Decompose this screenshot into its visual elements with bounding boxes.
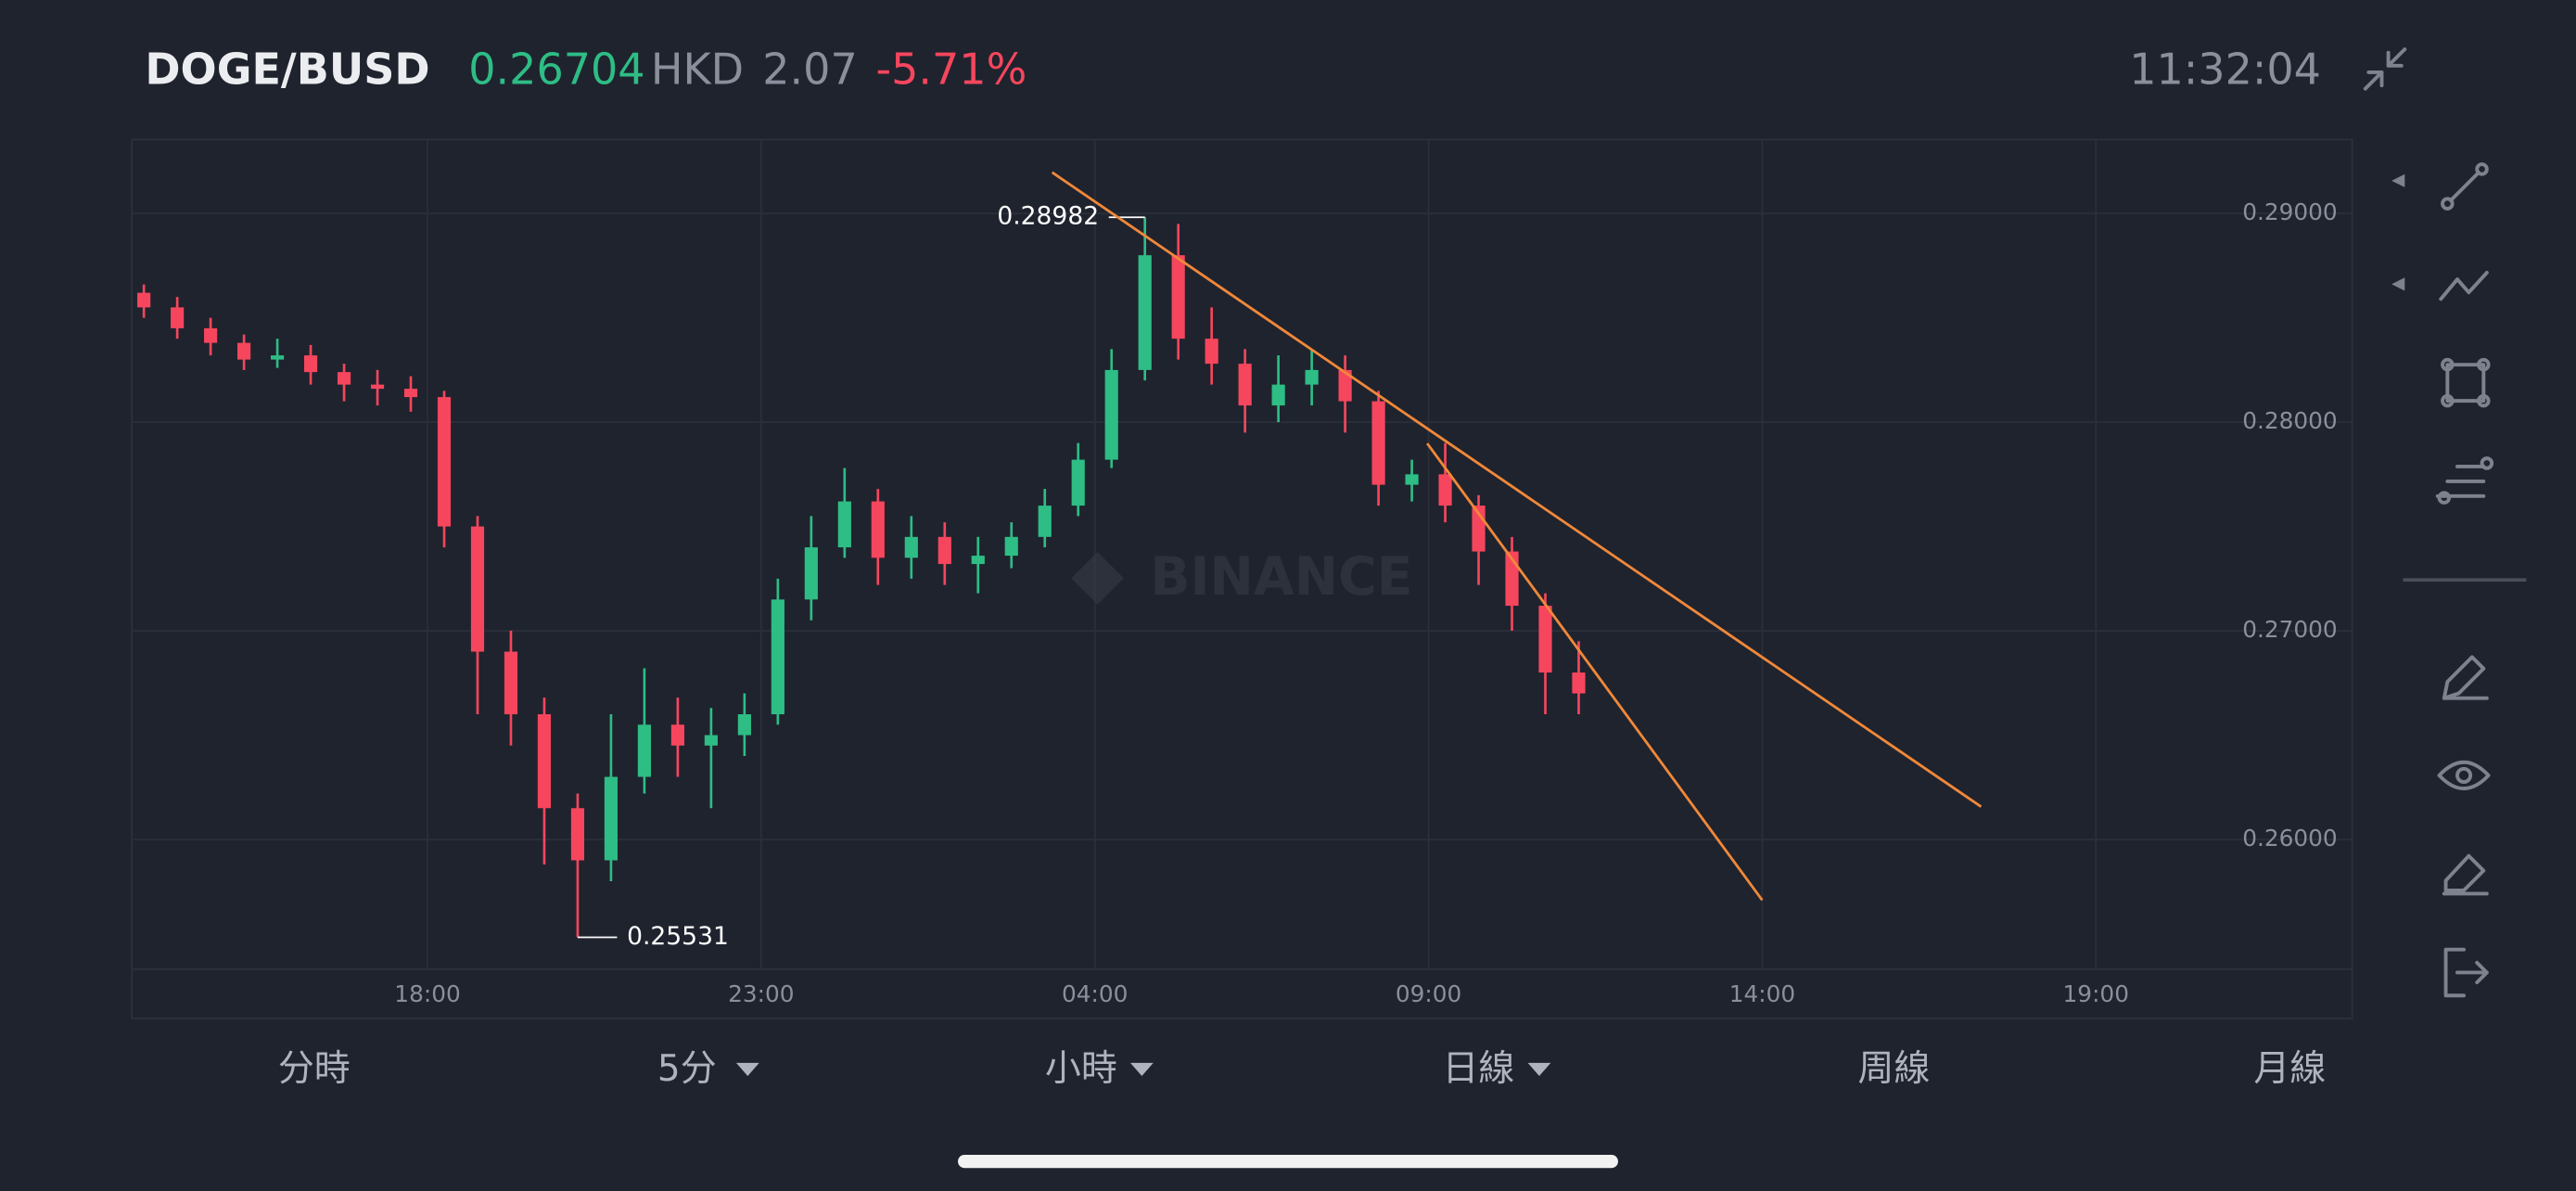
expand-arrow — [2391, 173, 2405, 291]
candle-body — [1104, 369, 1118, 460]
candle-body — [1271, 384, 1285, 406]
tab[interactable]: 分時 — [278, 1048, 351, 1090]
candle-body — [904, 536, 918, 558]
dropdown-arrow — [1129, 1062, 1154, 1077]
x-tick-label: 19:00 — [2063, 980, 2129, 1007]
home-indicator — [958, 1155, 1618, 1169]
candle-body — [537, 714, 552, 809]
max-label: 0.28982 — [997, 202, 1099, 231]
x-tick-label: 18:00 — [394, 980, 460, 1007]
dropdown-arrow — [1527, 1062, 1551, 1077]
visibility-tool[interactable] — [2437, 760, 2491, 790]
clock: 11:32:04 — [2129, 44, 2321, 94]
candle-body — [1371, 401, 1385, 485]
candle-body — [1572, 672, 1586, 694]
y-tick-label: 0.28000 — [2242, 407, 2337, 434]
candle-body — [1205, 339, 1218, 365]
currency: HKD — [651, 44, 744, 94]
candle-body — [1305, 369, 1319, 385]
y-tick-label: 0.29000 — [2242, 198, 2337, 225]
candle-body — [637, 724, 652, 777]
watermark-logo — [1071, 552, 1124, 605]
candle-body — [1438, 474, 1452, 506]
candle-body — [570, 808, 585, 861]
candle-body — [403, 389, 418, 398]
shape-tool[interactable] — [2441, 357, 2491, 408]
candle-body — [704, 735, 718, 746]
candle-body — [670, 724, 684, 746]
candle-body — [1171, 255, 1185, 339]
candle-body — [137, 292, 151, 308]
fiat-price: 2.07 — [762, 44, 857, 94]
candle-body — [837, 501, 851, 548]
fib-tool[interactable] — [2435, 456, 2494, 505]
watermark: BINANCE — [1071, 546, 1412, 608]
line-tool[interactable] — [2441, 162, 2489, 211]
candle-body — [937, 536, 951, 565]
candle-body — [204, 327, 218, 343]
wave-tool[interactable] — [2439, 271, 2489, 301]
candle-body — [171, 307, 185, 328]
plot: 0.26000 0.27000 0.28000 0.29000 18:00 23:00 04… — [132, 139, 2353, 1007]
candle-body — [871, 501, 885, 558]
candle-body — [1338, 369, 1352, 402]
y-tick-label: 0.27000 — [2242, 616, 2337, 643]
tab[interactable]: 5分 — [657, 1048, 717, 1090]
pair: DOGE/BUSD — [145, 44, 429, 94]
tab[interactable]: 月線 — [2253, 1048, 2326, 1090]
candle-body — [303, 355, 318, 373]
eraser-tool[interactable] — [2442, 853, 2489, 896]
tab[interactable]: 小時 — [1045, 1048, 1117, 1090]
y-tick-label: 0.26000 — [2242, 825, 2337, 852]
candle-body — [504, 651, 518, 715]
exit-fullscreen[interactable] — [2363, 47, 2407, 91]
candle-body — [1138, 255, 1152, 370]
candle-body — [470, 526, 485, 652]
timeframe-tabs: 分時 5分 小時 日線 周線 月線 — [278, 1048, 2326, 1090]
trend-line — [1425, 442, 1764, 902]
candle-body — [604, 776, 618, 861]
min-label: 0.25531 — [627, 922, 729, 951]
candle-body — [437, 397, 452, 527]
candle-body — [1071, 459, 1085, 506]
price: 0.26704 — [468, 44, 644, 94]
chart-frame — [131, 138, 2353, 1019]
trend-line — [1051, 171, 1983, 808]
tab[interactable]: 周線 — [1858, 1048, 1931, 1090]
candle-body — [737, 714, 751, 736]
candle-body — [1238, 364, 1252, 406]
candle-body — [337, 372, 351, 385]
candle-body — [1004, 536, 1018, 557]
candle-body — [1405, 474, 1419, 485]
x-tick-label: 14:00 — [1729, 980, 1795, 1007]
candle-body — [1538, 606, 1552, 673]
x-tick-label: 23:00 — [728, 980, 794, 1007]
toolbar — [2391, 162, 2527, 998]
tab[interactable]: 日線 — [1442, 1048, 1514, 1090]
x-tick-label: 09:00 — [1396, 980, 1461, 1007]
candle-body — [971, 556, 985, 565]
candle-body — [771, 599, 784, 715]
candle-body — [804, 547, 818, 600]
x-tick-label: 04:00 — [1062, 980, 1128, 1007]
pencil-tool[interactable] — [2442, 655, 2489, 700]
candle-body — [1038, 506, 1052, 537]
change: -5.71% — [875, 44, 1027, 94]
candle-body — [370, 384, 385, 390]
candle-body — [271, 355, 285, 360]
watermark-text: BINANCE — [1150, 546, 1412, 608]
exit-tool[interactable] — [2443, 947, 2489, 998]
candle-body — [237, 342, 251, 360]
dropdown-arrow — [735, 1062, 759, 1077]
